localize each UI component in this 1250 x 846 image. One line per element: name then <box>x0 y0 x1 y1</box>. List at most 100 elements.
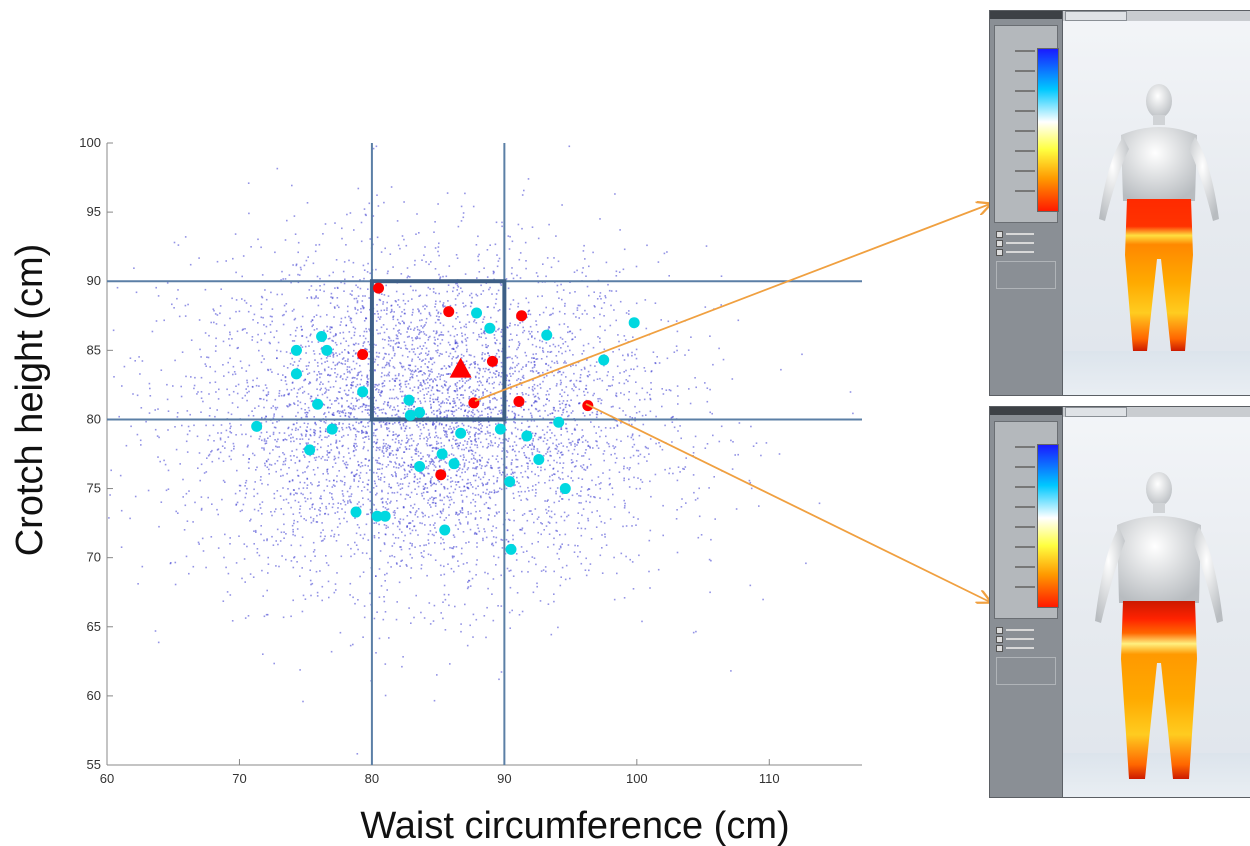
population-point <box>425 436 428 438</box>
population-point <box>263 440 266 442</box>
population-point <box>541 429 544 431</box>
population-point <box>354 428 357 431</box>
population-point <box>303 422 306 424</box>
population-point <box>629 467 631 469</box>
population-point <box>546 425 549 428</box>
population-point <box>373 361 376 363</box>
population-point <box>512 475 515 478</box>
population-point <box>404 303 407 305</box>
population-point <box>542 454 545 457</box>
population-point <box>420 458 422 460</box>
population-point <box>548 393 550 396</box>
population-point <box>466 562 468 564</box>
population-point <box>394 414 397 416</box>
population-point <box>581 353 583 355</box>
population-point <box>489 391 492 394</box>
population-point <box>590 463 592 466</box>
population-point <box>314 429 317 432</box>
population-point <box>547 414 549 417</box>
population-point <box>403 451 405 453</box>
population-point <box>514 450 516 453</box>
population-point <box>635 302 638 305</box>
population-point <box>521 570 523 573</box>
population-point <box>343 500 346 503</box>
population-point <box>341 508 343 510</box>
population-point <box>453 410 456 413</box>
population-point <box>446 402 448 404</box>
population-point <box>417 337 419 339</box>
population-point <box>308 438 310 441</box>
population-point <box>560 451 563 453</box>
population-point <box>344 511 346 514</box>
population-point <box>336 297 339 299</box>
population-point <box>295 438 298 440</box>
population-point <box>319 510 322 512</box>
population-point <box>646 244 648 247</box>
population-point <box>429 530 432 532</box>
population-point <box>306 202 309 204</box>
population-point <box>271 371 273 373</box>
population-point <box>349 407 351 409</box>
population-point <box>566 365 568 367</box>
population-point <box>241 275 243 278</box>
population-point <box>468 579 471 582</box>
population-point <box>353 427 356 430</box>
population-point <box>679 471 681 473</box>
population-point <box>561 566 564 569</box>
population-point <box>438 316 440 318</box>
population-point <box>584 469 587 471</box>
population-point <box>668 472 670 475</box>
population-point <box>358 398 360 401</box>
population-point <box>392 434 394 436</box>
population-point <box>532 591 535 594</box>
population-point <box>292 599 294 602</box>
population-point <box>426 574 428 577</box>
population-point <box>519 528 522 531</box>
population-point <box>500 671 503 673</box>
population-point <box>175 448 178 451</box>
population-point <box>305 352 307 354</box>
population-point <box>404 368 406 371</box>
population-point <box>421 406 424 409</box>
population-point <box>305 435 307 437</box>
population-point <box>309 334 311 337</box>
population-point <box>477 235 479 238</box>
population-point <box>572 410 574 412</box>
population-point <box>286 472 288 475</box>
population-point <box>242 328 244 330</box>
population-point <box>419 452 422 454</box>
population-point <box>514 405 516 408</box>
population-point <box>325 416 327 418</box>
population-point <box>403 395 406 397</box>
population-point <box>383 385 386 387</box>
population-point <box>409 496 411 498</box>
population-point <box>176 412 179 414</box>
population-point <box>276 406 279 409</box>
population-point <box>531 556 534 558</box>
population-point <box>579 495 582 497</box>
population-point <box>337 391 340 393</box>
population-point <box>388 422 390 425</box>
population-point <box>344 412 347 414</box>
population-point <box>439 405 442 408</box>
population-point <box>263 406 265 409</box>
population-point <box>408 427 411 429</box>
population-point <box>167 488 170 490</box>
population-point <box>407 494 410 496</box>
population-point <box>203 472 206 474</box>
population-point <box>311 400 314 402</box>
population-point <box>465 495 468 498</box>
population-point <box>285 310 287 313</box>
population-point <box>332 356 335 358</box>
population-point <box>549 422 551 424</box>
population-point <box>345 384 348 387</box>
population-point <box>225 429 228 432</box>
population-point <box>419 319 421 322</box>
population-point <box>591 411 594 414</box>
population-point <box>495 406 497 409</box>
population-point <box>147 489 150 492</box>
population-point <box>285 303 288 305</box>
population-point <box>547 521 550 523</box>
population-point <box>301 386 304 388</box>
population-point <box>374 358 377 361</box>
